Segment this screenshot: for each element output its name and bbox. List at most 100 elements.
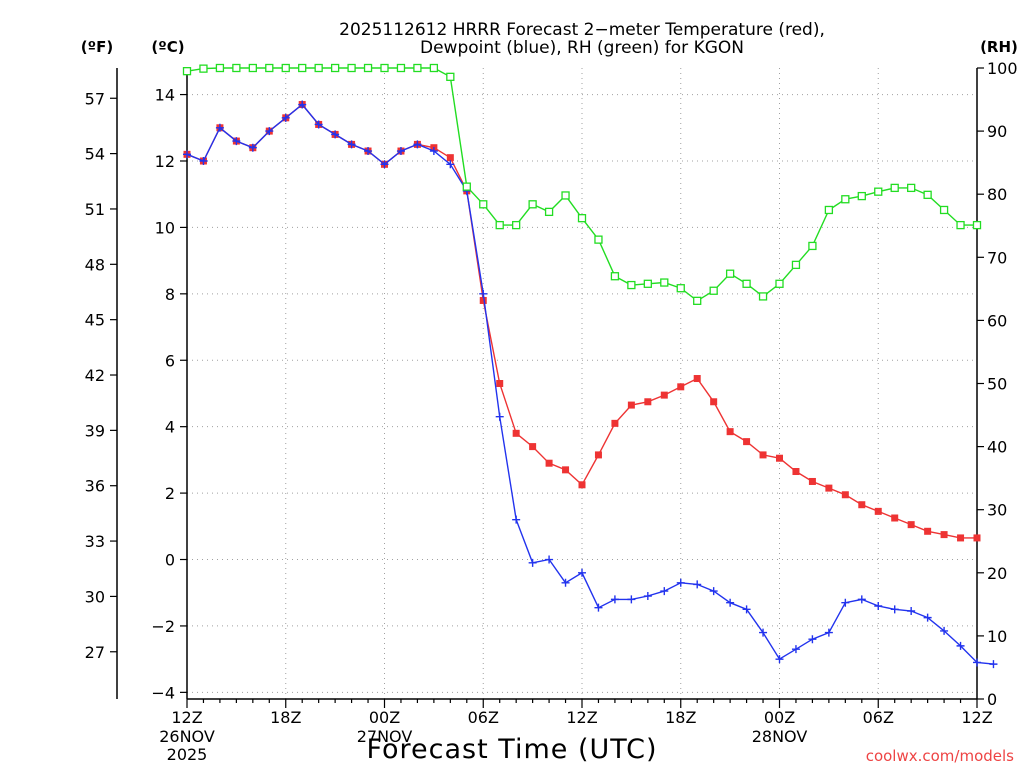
2-meter-temperature-point bbox=[660, 391, 668, 399]
x-tick-label: 18Z bbox=[665, 708, 696, 727]
celsius-tick-label: 12 bbox=[155, 152, 175, 171]
rh-tick-label: 80 bbox=[987, 185, 1007, 204]
rh-tick-label: 50 bbox=[987, 375, 1007, 394]
rh-point bbox=[577, 214, 587, 223]
dewpoint-point bbox=[857, 595, 866, 604]
fahrenheit-tick-label: 36 bbox=[85, 477, 105, 496]
rh-point bbox=[347, 63, 356, 73]
dewpoint-point bbox=[364, 147, 373, 156]
rh-tick-label: 70 bbox=[987, 248, 1007, 267]
rh-tick-label: 100 bbox=[987, 59, 1018, 78]
rh-point bbox=[972, 220, 982, 230]
x-tick-label: 00Z bbox=[369, 708, 400, 727]
fahrenheit-tick-label: 54 bbox=[85, 145, 105, 164]
2-meter-temperature-point bbox=[808, 477, 816, 485]
2-meter-temperature-point bbox=[545, 459, 553, 467]
rh-point bbox=[693, 296, 702, 305]
2-meter-temperature-point bbox=[973, 534, 981, 542]
x-tick-label: 06Z bbox=[468, 708, 499, 727]
2-meter-temperature-point bbox=[529, 443, 537, 451]
rh-point bbox=[610, 272, 620, 281]
chart-title: 2025112612 HRRR Forecast 2−meter Tempera… bbox=[339, 20, 825, 58]
fahrenheit-tick-label: 51 bbox=[85, 200, 105, 219]
rh-unit-label: (RH) bbox=[980, 38, 1018, 56]
rh-point bbox=[956, 220, 965, 230]
rh-point bbox=[479, 200, 488, 209]
data-series bbox=[182, 63, 998, 669]
rh-tick-label: 10 bbox=[987, 627, 1007, 646]
2-meter-temperature-point bbox=[644, 398, 652, 406]
rh-point bbox=[232, 63, 241, 73]
dewpoint-point bbox=[331, 130, 340, 139]
x-tick-year-label: 2025 bbox=[167, 745, 208, 764]
2-meter-temperature-line bbox=[186, 103, 977, 539]
x-tick-label: 00Z bbox=[764, 708, 795, 727]
dewpoint-point bbox=[314, 120, 323, 129]
dewpoint-point bbox=[610, 595, 619, 604]
celsius-tick-label: 0 bbox=[165, 551, 175, 570]
2-meter-temperature-series bbox=[183, 101, 981, 542]
x-tick-label: 12Z bbox=[566, 708, 597, 727]
dewpoint-point bbox=[940, 626, 949, 635]
rh-point bbox=[627, 280, 636, 290]
dewpoint-point bbox=[512, 515, 521, 524]
2-meter-temperature-point bbox=[792, 468, 800, 476]
2-meter-temperature-point bbox=[710, 398, 718, 406]
dewpoint-point bbox=[479, 289, 488, 298]
rh-point bbox=[791, 260, 801, 270]
dewpoint-point bbox=[627, 595, 636, 604]
fahrenheit-tick-label: 30 bbox=[85, 587, 105, 606]
fahrenheit-tick-label: 57 bbox=[85, 89, 105, 108]
rh-point bbox=[298, 63, 307, 73]
rh-point bbox=[215, 63, 225, 73]
fahrenheit-tick-label: 39 bbox=[85, 421, 105, 440]
2-meter-temperature-point bbox=[446, 154, 454, 162]
gridlines bbox=[187, 68, 977, 699]
celsius-unit-label: (ºC) bbox=[151, 38, 184, 56]
dewpoint-point bbox=[578, 568, 586, 577]
rh-point bbox=[429, 63, 439, 73]
2-meter-temperature-point bbox=[693, 375, 701, 383]
x-axis-title: Forecast Time (UTC) bbox=[366, 734, 657, 765]
rh-point bbox=[676, 284, 685, 293]
dewpoint-point bbox=[545, 555, 554, 564]
rh-point bbox=[890, 183, 899, 193]
dewpoint-point bbox=[396, 147, 405, 156]
dewpoint-point bbox=[643, 592, 652, 601]
dewpoint-point bbox=[594, 603, 603, 612]
dewpoint-point bbox=[989, 660, 998, 669]
credit-label: coolwx.com/models bbox=[866, 747, 1014, 765]
celsius-tick-label: 4 bbox=[165, 418, 175, 437]
rh-point bbox=[643, 279, 652, 288]
fahrenheit-tick-label: 33 bbox=[85, 532, 105, 551]
rh-point bbox=[281, 63, 290, 73]
dewpoint-point bbox=[215, 123, 224, 132]
rh-tick-label: 90 bbox=[987, 122, 1007, 141]
dewpoint-point bbox=[808, 635, 817, 644]
title-line-2: Dewpoint (blue), RH (green) for KGON bbox=[420, 38, 744, 58]
rh-series bbox=[182, 63, 982, 305]
dewpoint-point bbox=[413, 140, 422, 149]
2-meter-temperature-point bbox=[957, 534, 965, 542]
dewpoint-series bbox=[183, 100, 998, 669]
dewpoint-point bbox=[973, 658, 981, 667]
dewpoint-point bbox=[742, 605, 751, 614]
rh-point bbox=[413, 63, 422, 73]
dewpoint-point bbox=[429, 147, 438, 156]
rh-tick-label: 60 bbox=[987, 311, 1007, 330]
celsius-tick-label: −4 bbox=[151, 683, 175, 702]
rh-point bbox=[330, 63, 340, 73]
dewpoint-point bbox=[660, 587, 669, 596]
rh-point bbox=[182, 67, 192, 76]
dewpoint-point bbox=[709, 587, 718, 596]
rh-tick-label: 0 bbox=[987, 690, 997, 709]
dewpoint-point bbox=[874, 602, 883, 611]
celsius-tick-label: 10 bbox=[155, 218, 175, 237]
rh-point bbox=[775, 279, 784, 288]
dewpoint-point bbox=[495, 412, 504, 421]
rh-point bbox=[594, 235, 603, 244]
2-meter-temperature-point bbox=[627, 401, 635, 409]
dewpoint-point bbox=[232, 137, 241, 146]
dewpoint-point bbox=[726, 598, 735, 607]
dewpoint-point bbox=[890, 605, 899, 614]
